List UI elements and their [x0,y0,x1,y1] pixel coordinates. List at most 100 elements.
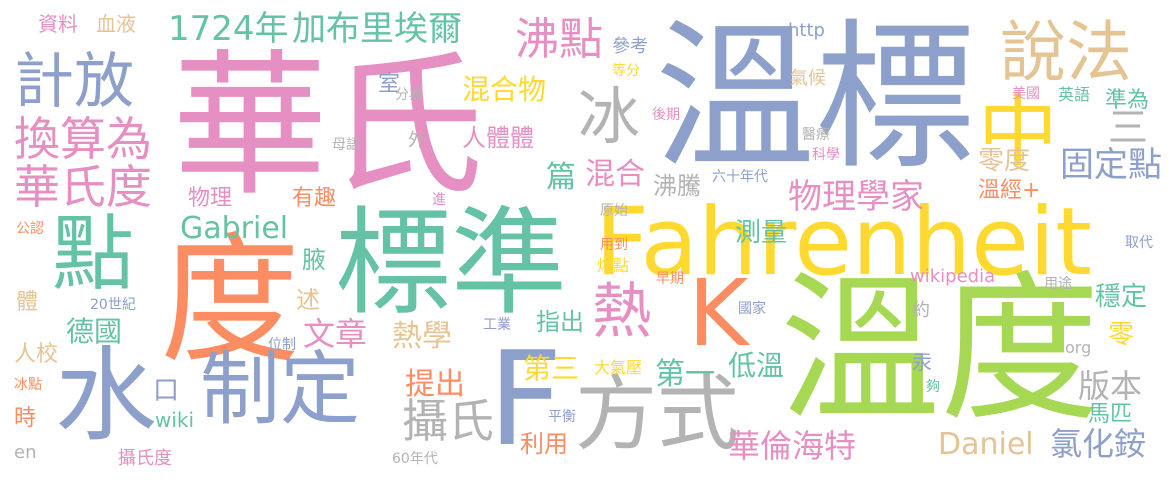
word-mixture: 混合物 [462,73,547,106]
word-armpit: 腋 [302,246,326,274]
word-wen-jing: 溫經+ [978,178,1041,203]
word-later-period: 後期 [652,107,680,123]
word-science: 科學 [812,147,840,163]
word-original: 原始 [600,203,628,219]
word-20th-century: 20世紀 [90,297,136,313]
word-time: 時 [14,406,37,431]
word-http: http [788,20,825,41]
word-mix: 混合 [585,157,645,192]
word-used-to: 用到 [600,237,628,253]
word-ammonium-chloride: 氯化銨 [1050,425,1147,463]
word-statement: 說法 [1000,14,1132,91]
word-zero-degree: 零度 [978,146,1031,176]
word-third: 第三 [523,352,580,385]
word-zero: 零 [1108,320,1135,350]
word-describe: 述 [296,286,320,314]
word-horses: 馬匹 [1088,402,1133,427]
word-point: 點 [52,207,135,302]
word-purpose: 用途 [1044,276,1072,292]
word-stable: 穩定 [1095,282,1148,312]
word-first: 第一 [655,357,715,392]
word-physics: 物理 [188,186,233,211]
word-gabriel-en: Gabriel [180,211,289,246]
word-ice: 冰 [578,80,641,153]
word-english: 英語 [1058,85,1091,104]
word-fahrenheit-degree: 華氏度 [14,160,152,214]
word-mercury: 汞 [912,350,932,374]
word-boiling-point: 沸點 [515,14,603,65]
word-daniel: Daniel [938,427,1034,462]
word-country: 國家 [738,301,766,317]
word-k: K [688,260,749,367]
word-equal-parts: 等分 [612,63,640,79]
word-divided-into: 分為 [395,87,423,103]
word-convert-to: 換算為 [14,112,152,166]
word-replace: 取代 [1125,235,1153,251]
word-temperature-scale: 溫標 [655,4,976,191]
word-climate: 氣候 [790,68,826,89]
word-mother-tongue: 母語 [332,137,360,153]
word-use: 利用 [520,430,568,458]
word-three: 三 [1108,105,1148,151]
word-freezing-point: 冰點 [14,377,42,393]
word-balance: 平衡 [548,409,576,425]
word-gabriel-cn: 加布里埃爾 [292,9,462,49]
word-60s: 60年代 [392,451,438,467]
word-propose: 提出 [405,367,465,402]
word-mouth: 口 [153,376,180,406]
word-medical: 醫療 [802,127,830,143]
word-point-out: 指出 [536,308,584,336]
word-en: en [14,442,37,463]
word-boiling: 沸騰 [653,172,701,200]
word-fahrenheit-en: Fahrenheit [595,188,1092,297]
word-measure: 測量 [735,218,788,248]
word-interesting: 有趣 [292,186,337,211]
word-method: 方式 [575,367,740,462]
word-celsius-degree: 攝氏度 [118,448,172,469]
word-wikipedia: wikipedia [910,266,996,287]
word-fahrenheit-cn: 華氏 [172,35,484,217]
word-org: org [1065,338,1092,357]
word-enter: 進 [432,192,446,208]
word-data: 資料 [38,12,78,36]
word-early-period: 早期 [656,271,684,287]
word-celsius: 攝氏 [402,394,494,448]
word-reference: 參考 [612,36,648,57]
word-usa: 美國 [1012,86,1040,102]
word-thermology: 熱學 [392,319,452,354]
word-about: 約 [912,300,930,321]
word-formulate: 制定 [200,343,360,436]
word-article: 文章 [303,315,368,353]
word-degree: 度 [160,220,301,383]
word-germany: 德國 [66,315,123,348]
word-water: 水 [55,337,157,456]
word-physicist: 物理學家 [788,177,924,217]
word-blood: 血液 [96,12,136,36]
word-ji-fang: 計放 [14,47,134,117]
word-sixties: 六十年代 [712,169,768,185]
word-fahrenheit-name: 華倫海特 [728,427,857,465]
word-version: 版本 [1078,367,1143,405]
word-melting-point: 熔點 [597,256,630,275]
word-low-temp: 低溫 [728,349,785,382]
word-human-body: 人體體 [462,124,534,152]
word-recognized: 公認 [16,221,44,237]
word-f: F [488,323,563,475]
word-standard: 標準 [335,196,567,331]
word-heat: 熱 [592,277,652,347]
word-middle: 中 [978,85,1058,178]
word-industry: 工業 [483,317,511,333]
word-fixed-point: 固定點 [1060,145,1162,185]
word-zhun-wei: 準為 [1105,88,1150,113]
word-atm-pressure: 大氣壓 [594,358,643,377]
word-ren-xiao: 人校 [14,342,59,367]
word-enough: 夠 [926,379,940,395]
word-body: 體 [16,290,39,315]
word-unit-system: 位制 [268,337,296,353]
word-wiki: wiki [155,408,195,432]
word-temperature: 溫度 [780,256,1101,443]
word-1724: 1724年 [168,9,289,49]
word-room: 室 [378,72,401,97]
word-outside: 外 [408,130,426,151]
